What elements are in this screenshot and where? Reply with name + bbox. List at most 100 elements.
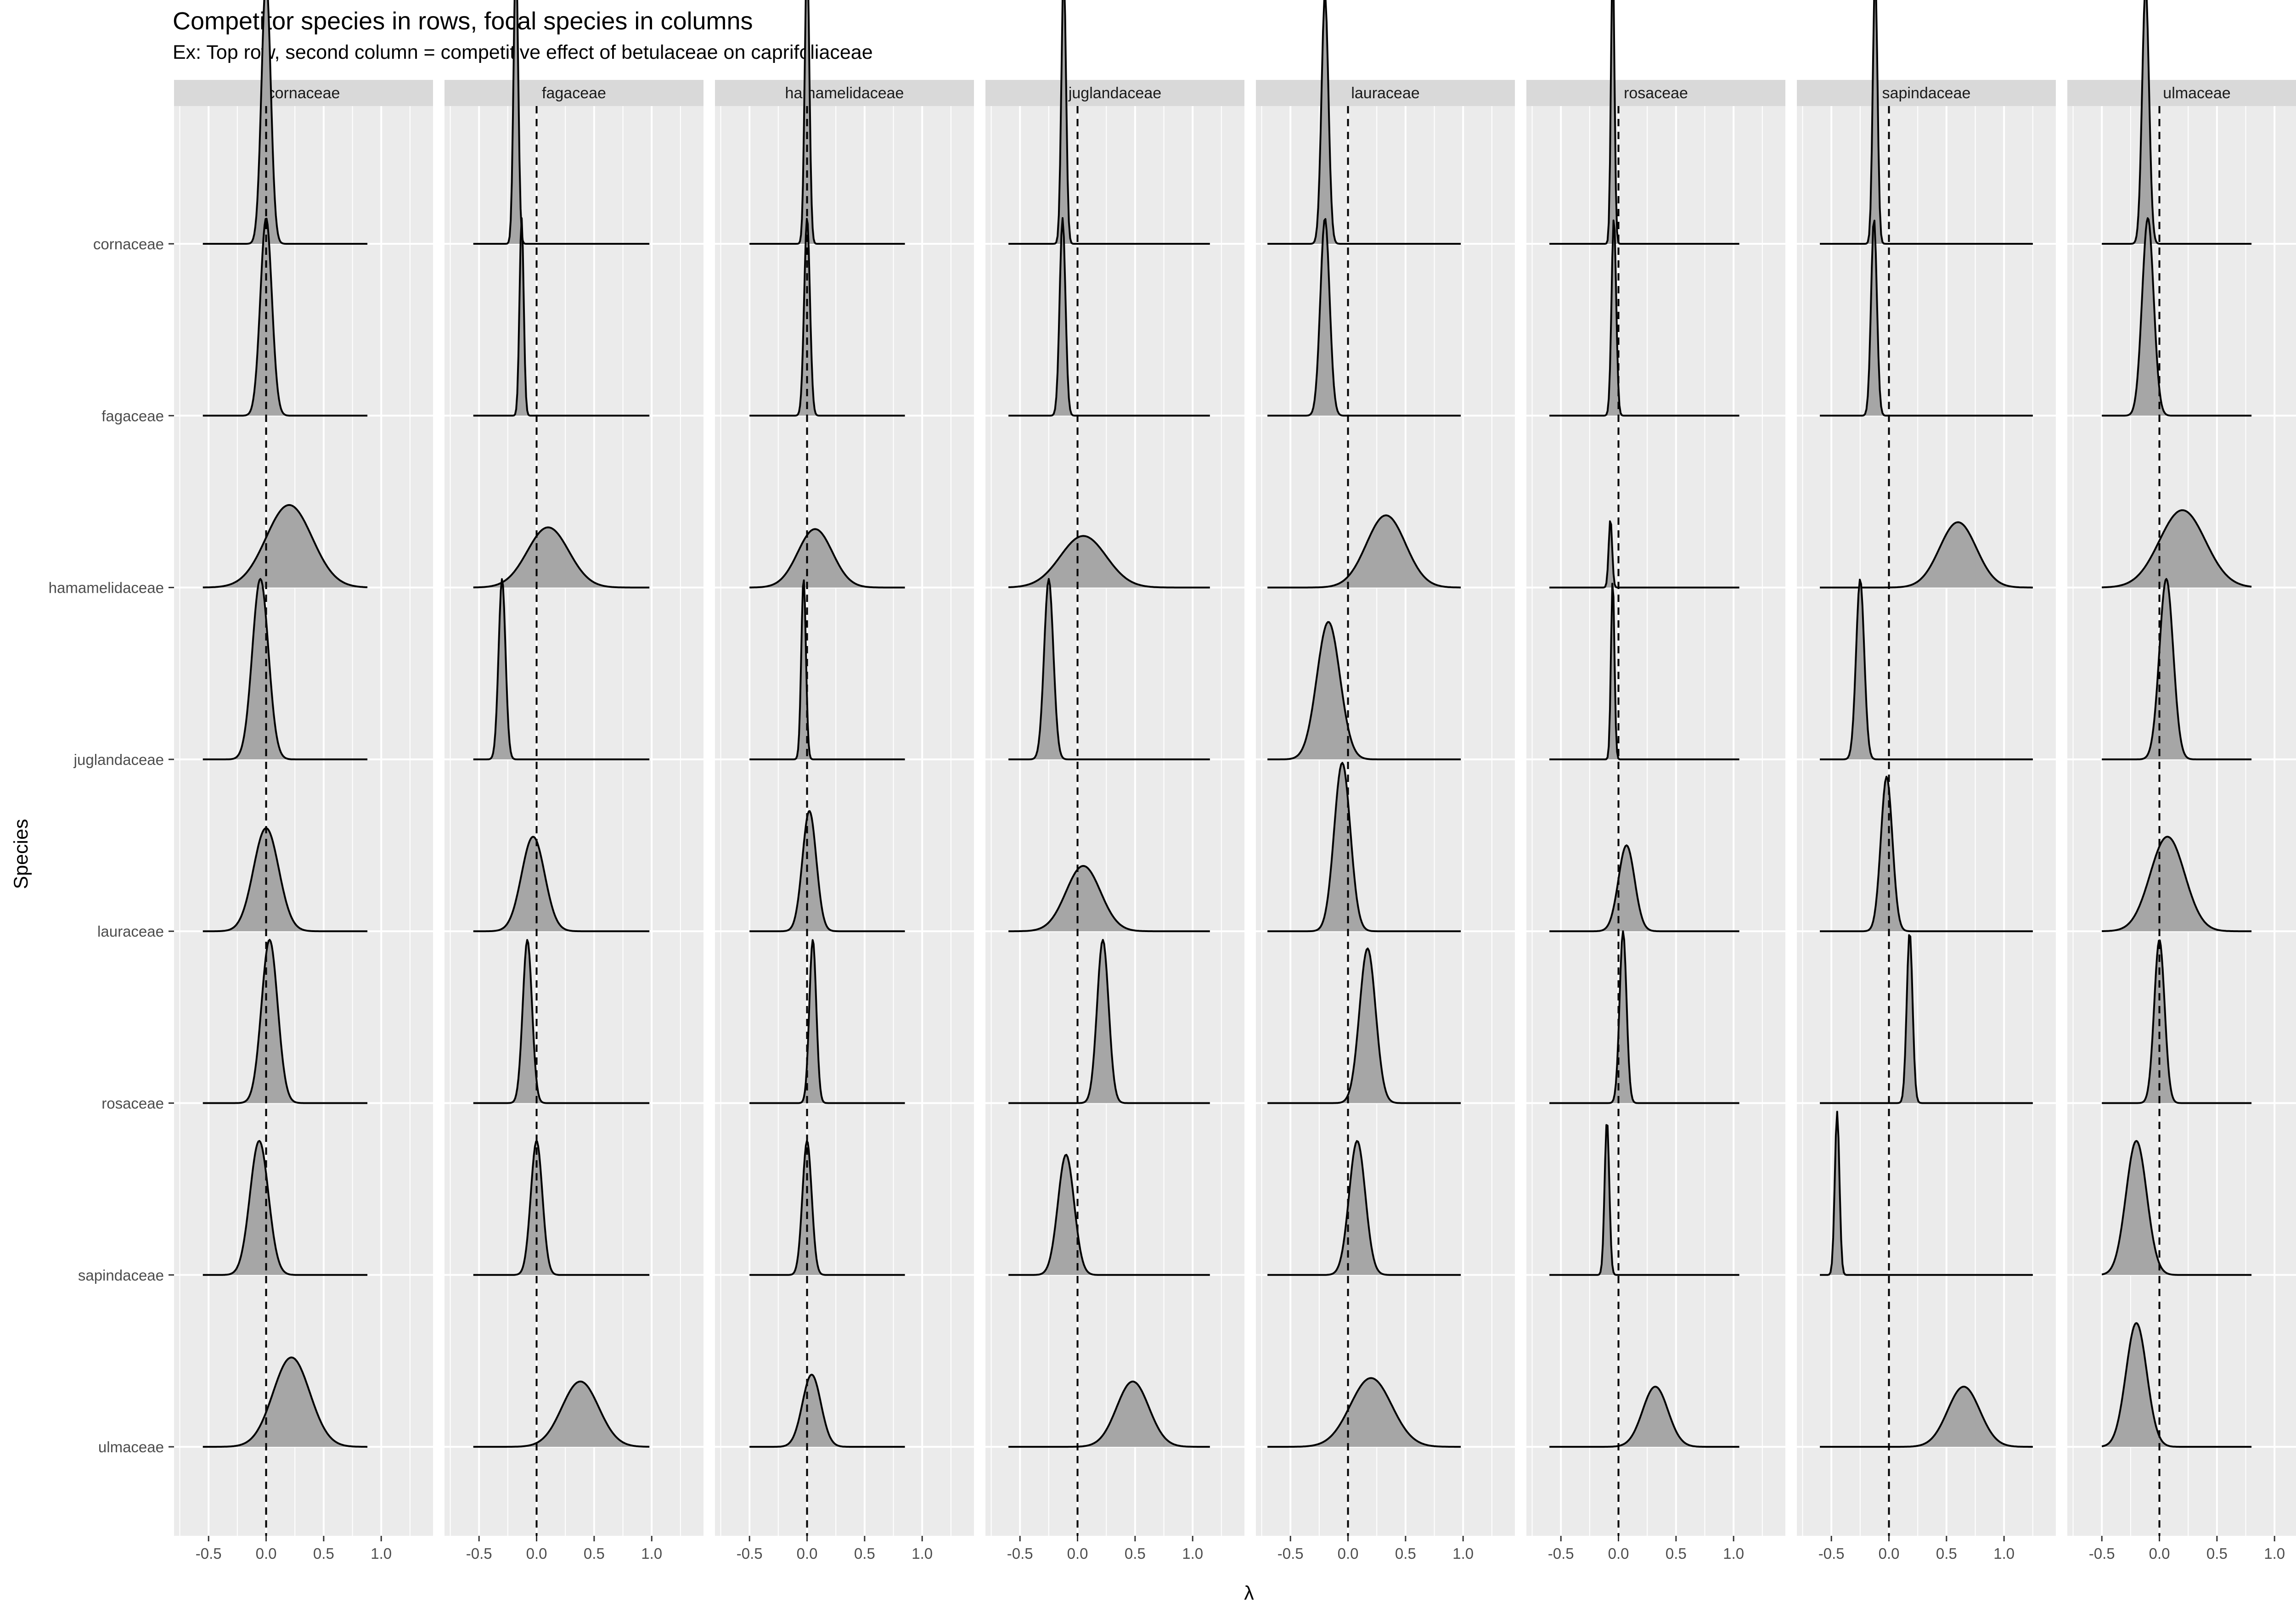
y-tick-label: hamamelidaceae (49, 579, 164, 596)
density-ridge-lauraceae-on-fagaceae (473, 836, 650, 933)
density-ridge-juglandaceae-on-rosaceae (1549, 583, 1739, 760)
ridge-outline (1549, 219, 1739, 417)
ridge-outline (473, 217, 650, 417)
x-tick-label: 1.0 (912, 1545, 933, 1562)
facet-strip (1256, 80, 1515, 106)
panel-background (1526, 106, 1785, 1536)
ridge-outline (749, 579, 905, 760)
density-ridge-sapindaceae-on-hamamelidaceae (749, 1140, 905, 1276)
density-ridge-ulmaceae-on-fagaceae (473, 1380, 650, 1448)
ridge-outline (1549, 1386, 1739, 1448)
density-ridge-cornaceae-on-juglandaceae (1008, 0, 1210, 245)
facet-panel-hamamelidaceae: hamamelidaceae (715, 0, 974, 1536)
facet-strip-label: fagaceae (542, 84, 606, 102)
ridge-fill (1820, 579, 2033, 759)
density-ridge-lauraceae-on-cornaceae (203, 827, 368, 933)
density-ridge-fagaceae-on-cornaceae (203, 218, 368, 417)
x-axis: -0.5 0.0 0.5 1.0 -0.5 0.0 0.5 1.0 -0.5 0.0 0.5 1.0 -… (196, 1536, 2285, 1562)
facet-panel-sapindaceae: sapindaceae (1797, 0, 2056, 1536)
density-ridge-lauraceae-on-ulmaceae (2102, 836, 2252, 933)
density-ridge-rosaceae-on-fagaceae (473, 939, 650, 1104)
ridge-outline (203, 504, 368, 589)
x-tick-label: 0.0 (2149, 1545, 2170, 1562)
facet-strip-label: cornaceae (267, 84, 340, 102)
facet-panel-cornaceae: cornaceae (174, 0, 433, 1536)
x-tick-label: 0.5 (313, 1545, 334, 1562)
x-tick-label: 0.5 (1395, 1545, 1416, 1562)
x-tick-label: 1.0 (371, 1545, 392, 1562)
y-tick-label: rosaceae (101, 1095, 164, 1112)
x-tick-label: -0.5 (2089, 1545, 2115, 1562)
facet-strip (445, 80, 703, 106)
x-tick-label: 0.5 (1125, 1545, 1146, 1562)
ridge-outline (1267, 762, 1461, 933)
ridge-outline (1267, 218, 1461, 417)
density-ridge-hamamelidaceae-on-hamamelidaceae (749, 528, 905, 589)
x-tick-label: 0.0 (797, 1545, 818, 1562)
x-tick-label: 1.0 (1452, 1545, 1474, 1562)
ridge-outline (1820, 0, 2033, 245)
facet-strip (1797, 80, 2056, 106)
density-ridge-cornaceae-on-cornaceae (203, 0, 368, 245)
x-tick-label: 0.0 (1608, 1545, 1629, 1562)
density-ridge-fagaceae-on-sapindaceae (1820, 219, 2033, 417)
density-ridge-lauraceae-on-hamamelidaceae (749, 810, 905, 933)
density-ridge-hamamelidaceae-on-cornaceae (203, 504, 368, 589)
ridge-outline (2102, 836, 2252, 933)
density-ridge-cornaceae-on-sapindaceae (1820, 0, 2033, 245)
ridge-outline (2102, 0, 2252, 245)
y-tick-label: juglandaceae (73, 751, 164, 768)
facet-panel-ulmaceae: ulmaceae (2067, 0, 2296, 1536)
x-tick-label: -0.5 (1548, 1545, 1574, 1562)
density-ridge-juglandaceae-on-hamamelidaceae (749, 579, 905, 760)
ridge-fill (1267, 948, 1461, 1103)
ridge-outline (1549, 0, 1739, 245)
panel-background (2067, 106, 2296, 1536)
ridge-fill (1008, 1155, 1210, 1275)
ridge-fill (1008, 866, 1210, 932)
ridge-fill (749, 529, 905, 588)
x-tick-label: 1.0 (1723, 1545, 1744, 1562)
x-tick-label: 1.0 (1993, 1545, 2015, 1562)
facet-panels: cornaceae fagaceae hamamelidaceae juglandac… (174, 0, 2296, 1536)
ridge-fill (1008, 218, 1210, 416)
density-ridge-lauraceae-on-lauraceae (1267, 762, 1461, 933)
ridge-outline (749, 1373, 905, 1448)
ridge-outline (1267, 0, 1461, 245)
ridge-fill (1267, 515, 1461, 588)
ridge-outline (1267, 947, 1461, 1104)
density-ridge-cornaceae-on-ulmaceae (2102, 0, 2252, 245)
ridge-outline (1008, 578, 1210, 760)
ridge-outline (1008, 217, 1210, 417)
panel-background (715, 106, 974, 1536)
density-ridge-ulmaceae-on-lauraceae (1267, 1377, 1461, 1448)
y-tick-label: sapindaceae (78, 1267, 164, 1284)
ridge-fill (2102, 579, 2252, 759)
ridge-fill (203, 828, 368, 932)
density-ridge-ulmaceae-on-ulmaceae (2101, 1322, 2252, 1448)
density-ridge-rosaceae-on-sapindaceae (1820, 934, 2033, 1104)
y-tick-label: lauraceae (97, 923, 164, 940)
ridge-outline (473, 836, 650, 933)
facet-strip-label: hamamelidaceae (785, 84, 904, 102)
ridge-outline (2102, 939, 2252, 1104)
density-ridge-fagaceae-on-hamamelidaceae (749, 218, 905, 417)
ridge-outline (1267, 621, 1461, 760)
density-ridge-juglandaceae-on-sapindaceae (1820, 579, 2033, 760)
ridge-fill (1820, 220, 2033, 416)
density-ridge-fagaceae-on-juglandaceae (1008, 217, 1210, 417)
y-tick-label: ulmaceae (98, 1438, 164, 1455)
x-tick-label: -0.5 (737, 1545, 763, 1562)
ridge-outline (473, 1380, 650, 1448)
x-tick-label: 0.0 (1067, 1545, 1088, 1562)
facet-strip-label: juglandaceae (1068, 84, 1161, 102)
density-ridge-juglandaceae-on-ulmaceae (2102, 578, 2252, 760)
facet-panel-fagaceae: fagaceae (445, 0, 703, 1536)
ridge-fill (1267, 622, 1461, 759)
density-ridge-ulmaceae-on-hamamelidaceae (749, 1373, 905, 1448)
ridge-fill (473, 1381, 650, 1447)
density-ridge-lauraceae-on-juglandaceae (1008, 865, 1210, 933)
density-ridge-cornaceae-on-rosaceae (1549, 0, 1739, 245)
density-ridge-hamamelidaceae-on-juglandaceae (1008, 535, 1210, 589)
